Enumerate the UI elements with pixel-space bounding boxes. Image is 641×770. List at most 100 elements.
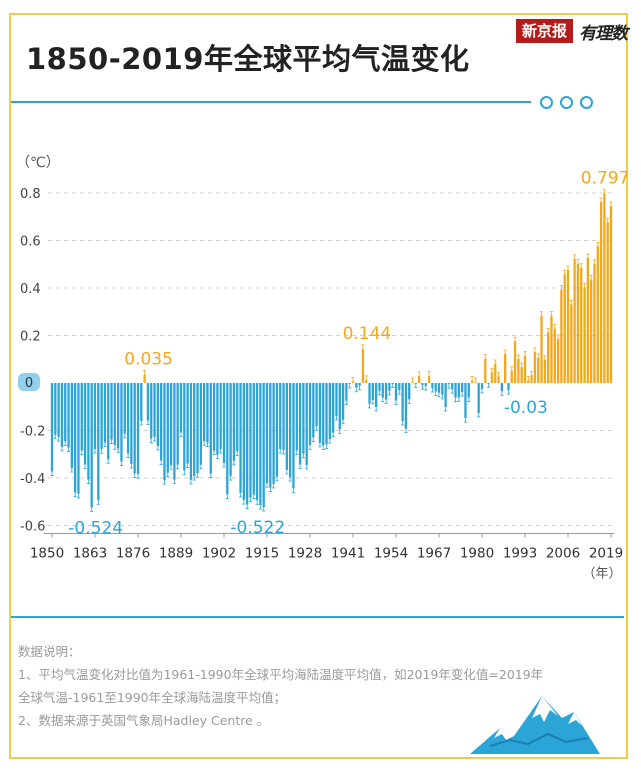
bar [136,383,140,475]
bar [510,370,513,383]
bar [441,383,444,395]
bar [570,304,573,383]
x-tick-label: 1980 [460,546,494,562]
bar [93,383,97,450]
bar [530,375,533,383]
bar [209,383,212,474]
bar [107,383,110,460]
notes-line-1: 1、平均气温变化对比值为1961-1990年全球平均海陆温度平均值，如2019年… [18,667,544,682]
bar [179,383,183,433]
bar [537,357,540,383]
bar [80,383,83,451]
bar [67,383,70,448]
brand-logo-box: 新京报 [515,19,573,43]
bar [384,383,388,400]
bar [117,383,120,449]
bar [269,383,272,488]
bar [50,383,54,472]
bar [183,383,186,471]
bar [176,383,179,465]
bar [547,332,550,383]
bar [160,383,163,461]
data-notes: 数据说明： 1、平均气温变化对比值为1961-1990年全球平均海陆温度平均值，… [18,640,623,732]
bar [186,383,189,464]
bar [285,383,288,470]
bar [315,383,318,427]
bar [103,383,107,443]
bar [193,383,196,477]
x-tick-label: 1928 [288,546,322,562]
bar [513,341,517,383]
poster-frame [9,13,628,759]
bar [242,383,245,501]
bar [332,383,335,433]
bar [289,383,292,478]
bar [421,383,424,386]
temperature-bar-chart: （℃） 0.8 0.6 0.4 0.2 0 -0.2 -0.4 -0.6 1850 1863 1876… [16,155,630,582]
bar [199,383,202,465]
bar [365,379,368,383]
bar [74,383,77,493]
bar [222,383,226,464]
bar [275,383,279,477]
bar [335,383,338,417]
bar [345,383,348,401]
bar [457,383,460,398]
bar [467,383,470,398]
bar [590,279,593,383]
bar [560,289,563,383]
zero-badge [18,373,40,391]
x-tick-label: 1993 [503,546,537,562]
mountain-icon [470,696,600,754]
bar [573,258,576,383]
data-label: 0.797 [581,169,630,189]
bar [418,375,421,383]
bar [378,383,381,391]
bar [77,383,80,494]
bar [576,263,580,383]
bar [599,202,603,383]
brand-logo-script: 有理数 [579,23,628,44]
bar [586,258,589,383]
bar [140,383,143,421]
bar [252,383,255,495]
bar [583,287,586,383]
bar [490,372,494,383]
bar [146,383,150,421]
bar [444,383,447,407]
bar [480,383,484,389]
bar [388,383,391,391]
y-tick-label: 0 [25,376,33,391]
bar [203,383,206,442]
y-axis-label: （℃） [16,155,60,171]
bar [414,383,417,384]
notes-line-3: 2、数据来源于英国气象局Hadley Centre 。 [18,713,270,728]
bar [371,383,374,400]
bar [229,383,232,477]
bar [163,383,166,481]
x-tick-label: 1863 [73,546,107,562]
x-tick-label: 1941 [331,546,365,562]
bar [239,383,242,493]
bar [484,358,487,383]
bar [83,383,87,465]
bar [196,383,199,474]
x-tick-label: 1915 [245,546,279,562]
bar [520,367,523,383]
bar [461,383,464,393]
bar [97,383,100,501]
x-tick-label: 2019 [589,546,623,562]
decorative-dot-icon [560,96,573,109]
bar [504,354,507,383]
bar [325,383,328,445]
bar [282,383,285,450]
bar [523,355,527,383]
bar [219,383,222,450]
bar [226,383,229,495]
data-label: -0.522 [230,518,285,538]
bar [216,383,219,455]
bar [563,274,566,383]
bar [189,383,193,480]
bar [517,359,520,383]
x-tick-label: 1954 [374,546,408,562]
